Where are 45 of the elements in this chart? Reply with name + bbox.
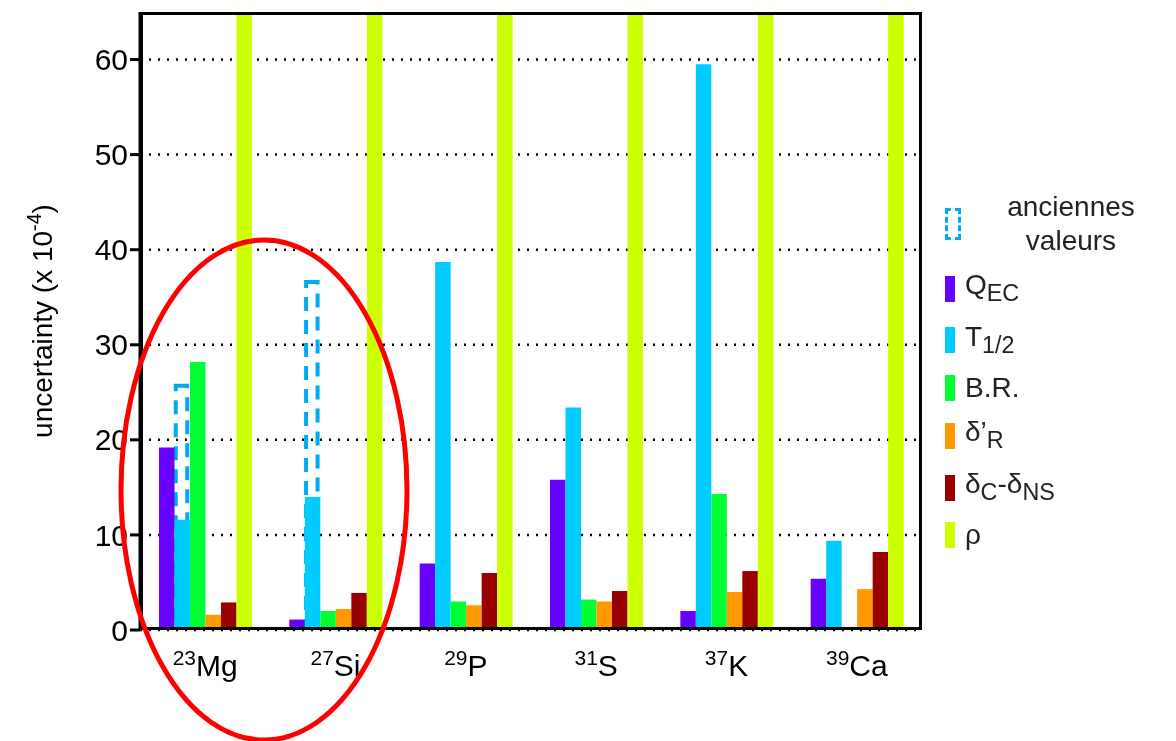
legend-label: anciennes valeurs <box>1006 190 1136 258</box>
bar <box>435 262 451 630</box>
legend-label: δ’$_{R}$ <box>965 415 1004 455</box>
y-tick-label: 60 <box>94 43 128 77</box>
bar <box>497 12 513 630</box>
bar <box>351 592 367 630</box>
legend-label: B.R. <box>965 371 1020 406</box>
bar <box>419 563 436 630</box>
x-tick-label: $^{29}$P <box>444 645 488 682</box>
bar <box>366 12 383 630</box>
legend-label: T$_{1/2}$ <box>965 319 1015 360</box>
bar <box>190 361 206 630</box>
x-tick-label: $^{31}$S <box>574 645 618 682</box>
legend-label: δ$_{C}$-δ$_{NS}$ <box>965 466 1055 507</box>
bar <box>826 540 842 630</box>
bar <box>627 12 643 630</box>
bar <box>612 591 628 630</box>
bar <box>810 578 827 630</box>
bar <box>466 605 482 630</box>
bar <box>857 589 873 630</box>
bar <box>174 519 190 630</box>
bar <box>711 494 727 630</box>
bar <box>695 64 712 630</box>
bar <box>757 12 774 630</box>
bar <box>236 12 252 630</box>
bar <box>565 407 581 630</box>
x-tick-label: $^{37}$K <box>704 645 749 682</box>
y-tick-label: 30 <box>94 328 128 362</box>
y-tick-label: 40 <box>94 233 128 267</box>
y-tick-label: 50 <box>94 138 128 172</box>
x-tick-label: $^{23}$Mg <box>172 645 238 682</box>
legend-label: Q$_{EC}$ <box>965 268 1020 308</box>
bar <box>481 572 498 630</box>
bar <box>221 602 237 630</box>
y-tick-label: 0 <box>111 613 128 647</box>
bar <box>581 599 597 630</box>
bar <box>888 12 904 630</box>
bar <box>872 552 889 630</box>
bar <box>159 447 175 630</box>
bar <box>304 496 321 630</box>
x-tick-label: $^{27}$Si <box>310 645 361 682</box>
x-tick-label: $^{39}$Ca <box>825 645 888 682</box>
legend-label: ρ <box>965 518 981 553</box>
bar <box>742 571 758 630</box>
bar <box>550 479 566 630</box>
